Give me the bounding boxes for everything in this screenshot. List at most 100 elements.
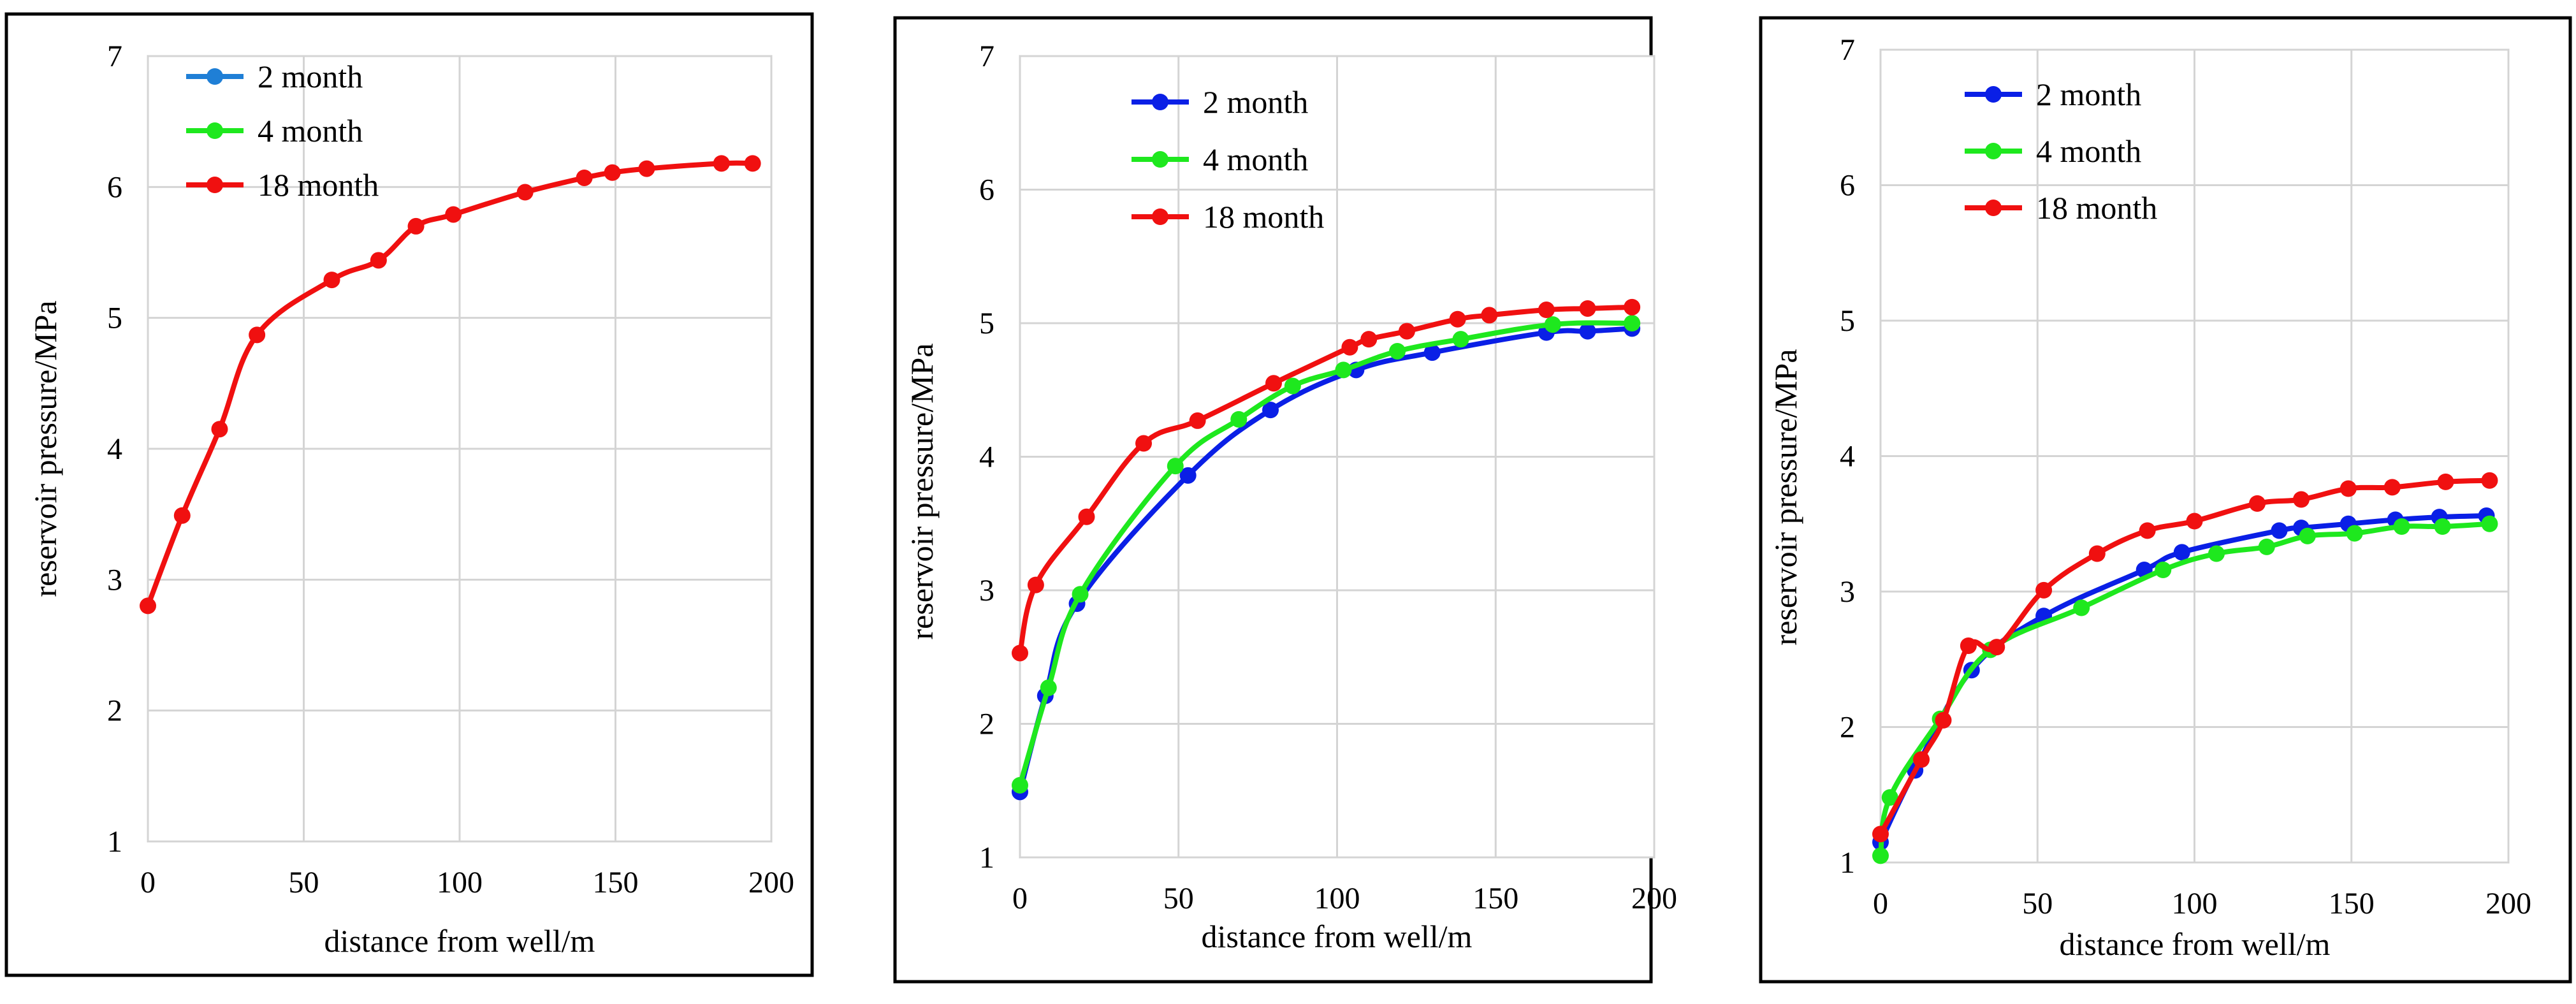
series-line-4-month: [1017, 320, 1635, 788]
data-point: [211, 421, 228, 438]
data-point: [323, 272, 340, 289]
data-point: [2173, 544, 2190, 561]
data-point: [1040, 679, 1057, 696]
data-point: [1341, 338, 1358, 356]
legend-swatch-marker: [207, 122, 223, 139]
data-point: [1423, 344, 1441, 361]
data-point: [370, 252, 387, 269]
data-point: [1284, 377, 1301, 395]
data-point: [713, 155, 730, 172]
data-point: [1335, 361, 1352, 379]
data-point: [2481, 515, 2498, 532]
data-point: [2383, 479, 2401, 496]
data-point: [1265, 375, 1282, 392]
x-tick-label: 0: [1012, 882, 1028, 915]
data-point: [2346, 525, 2363, 542]
series-line-18-month: [1878, 477, 2492, 837]
data-point: [1935, 711, 1952, 729]
y-axis-title: reservoir pressure/MPa: [1768, 349, 1803, 645]
y-tick-label: 4: [107, 432, 122, 466]
y-tick-label: 2: [979, 708, 994, 741]
y-tick-label: 2: [107, 694, 122, 728]
y-tick-label: 1: [1840, 846, 1855, 880]
legend-label: 2 month: [1203, 84, 1308, 120]
data-point: [2271, 522, 2288, 539]
x-tick-label: 50: [1163, 882, 1194, 915]
legend-swatch-marker: [207, 68, 223, 85]
data-point: [2139, 522, 2156, 539]
data-point: [1881, 789, 1898, 806]
y-tick-label: 1: [107, 825, 122, 859]
x-axis-title: distance from well/m: [324, 923, 595, 959]
data-point: [173, 507, 191, 524]
data-point: [1538, 302, 1555, 319]
legend-swatch-marker: [1152, 208, 1168, 225]
y-axis-title: reservoir pressure/MPa: [27, 300, 63, 597]
data-point: [638, 160, 655, 177]
data-point: [1360, 331, 1378, 348]
data-point: [1449, 310, 1466, 328]
data-point: [1262, 402, 1279, 419]
data-point: [1872, 826, 1889, 843]
y-tick-label: 5: [107, 302, 122, 335]
data-point: [1872, 847, 1889, 864]
legend-swatch-marker: [1985, 143, 2002, 159]
x-tick-label: 200: [1631, 882, 1677, 915]
x-tick-label: 200: [748, 866, 794, 899]
y-tick-label: 7: [1840, 33, 1855, 67]
y-tick-label: 4: [979, 440, 994, 474]
data-point: [604, 164, 621, 181]
x-tick-label: 50: [289, 866, 319, 899]
data-point: [1230, 411, 1248, 428]
y-tick-label: 5: [979, 307, 994, 340]
data-point: [1579, 300, 1596, 317]
data-point: [1189, 412, 1206, 429]
data-point: [1452, 331, 1469, 348]
data-point: [2481, 472, 2498, 489]
data-point: [516, 184, 534, 201]
data-point: [1624, 298, 1641, 316]
data-point: [1481, 307, 1498, 324]
data-point: [2437, 473, 2454, 490]
legend-label: 18 month: [258, 167, 379, 203]
data-point: [1135, 435, 1153, 452]
y-tick-label: 7: [107, 40, 122, 73]
legend-swatch-marker: [1152, 94, 1168, 110]
chart-panel-2: 1 2 3 4 5 6 7 0 50 100 150 200 distance from well/m r…: [893, 16, 1677, 984]
data-point: [2292, 491, 2310, 508]
x-tick-label: 150: [2329, 887, 2375, 920]
data-point: [445, 206, 462, 223]
data-point: [1027, 576, 1044, 593]
legend-swatch-marker: [1985, 86, 2002, 103]
data-point: [1179, 467, 1197, 484]
legend-swatch-marker: [207, 177, 223, 193]
data-point: [407, 217, 425, 235]
data-point: [576, 169, 593, 186]
y-tick-label: 6: [1840, 169, 1855, 203]
x-tick-label: 0: [140, 866, 156, 899]
y-tick-label: 6: [979, 173, 994, 207]
x-tick-label: 50: [2022, 887, 2053, 920]
legend-swatch-marker: [1985, 200, 2002, 216]
x-tick-label: 100: [437, 866, 483, 899]
legend-label: 4 month: [1203, 142, 1308, 177]
data-point: [1398, 323, 1415, 340]
legend-label: 18 month: [2036, 190, 2157, 226]
data-point: [1544, 316, 1561, 333]
y-tick-label: 6: [107, 170, 122, 204]
data-point: [1988, 639, 2005, 656]
data-point: [2155, 562, 2172, 578]
data-point: [1624, 315, 1641, 331]
data-point: [2340, 480, 2357, 497]
data-point: [744, 155, 761, 172]
data-point: [1960, 637, 1977, 654]
data-point: [1078, 508, 1095, 525]
data-point: [2208, 545, 2225, 562]
legend-label: 2 month: [258, 59, 363, 94]
x-tick-label: 100: [1314, 882, 1360, 915]
x-tick-label: 200: [2485, 887, 2531, 920]
y-tick-label: 1: [979, 841, 994, 875]
x-axis-title: distance from well/m: [2060, 926, 2331, 962]
y-tick-label: 3: [979, 574, 994, 607]
